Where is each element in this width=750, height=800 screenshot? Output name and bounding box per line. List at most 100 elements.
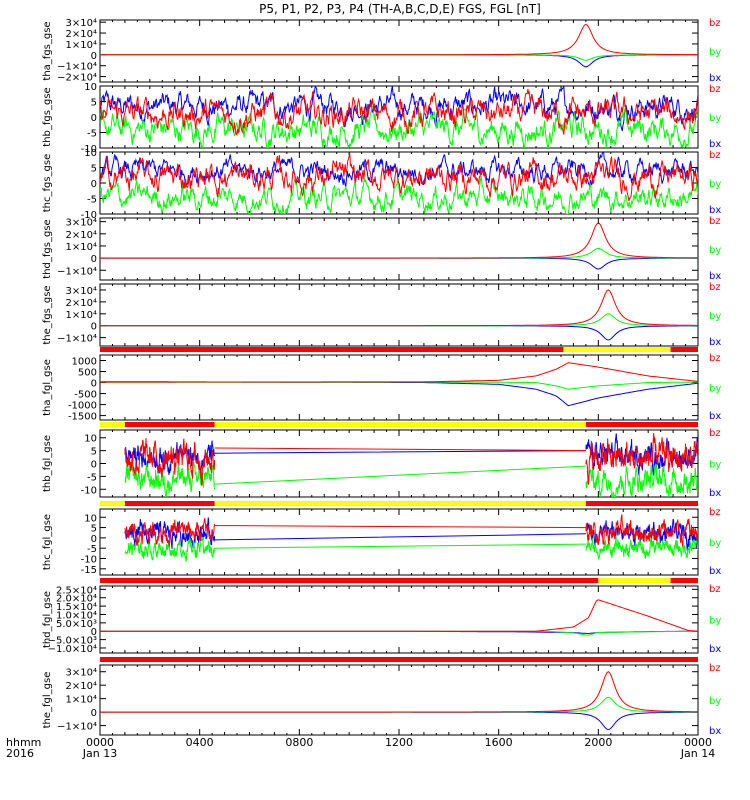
x-date-label: Jan 13 — [82, 747, 117, 760]
y-tick-label: 2×10⁴ — [66, 298, 97, 309]
series-by — [100, 696, 698, 713]
legend-bx: bx — [709, 271, 721, 282]
series-bz — [124, 514, 698, 547]
legend-bz: bz — [709, 353, 721, 364]
legend-bx: bx — [709, 488, 721, 499]
legend-by: by — [709, 311, 721, 322]
y-axis-label: tha_fgl_gse — [42, 359, 53, 416]
y-tick-label: 5 — [91, 447, 97, 458]
legend-bx: bx — [709, 411, 721, 422]
panel-frame — [99, 217, 699, 281]
time-format-label: hhmm — [6, 736, 41, 749]
y-tick-label: −2×10⁴ — [57, 73, 97, 84]
y-axis-label: the_fgs_gse — [42, 285, 53, 344]
panel-frame — [99, 354, 699, 421]
y-tick-label: 1000 — [72, 357, 97, 368]
y-tick-label: −5.0×10³ — [48, 636, 97, 647]
x-tick-label: 0000 — [86, 736, 114, 749]
series-by — [124, 534, 698, 562]
y-tick-label: 0 — [91, 322, 97, 333]
mode-bar-red — [100, 657, 698, 662]
legend-bx: bx — [709, 644, 721, 655]
legend-by: by — [709, 616, 721, 627]
mode-bar-red — [585, 422, 698, 427]
series-bz — [100, 671, 698, 713]
y-tick-label: -500 — [74, 390, 97, 401]
data-lines — [100, 152, 698, 214]
mode-bar-yellow — [214, 501, 586, 506]
data-lines — [100, 289, 698, 341]
y-tick-label: 10 — [84, 513, 97, 524]
year-label: 2016 — [6, 747, 34, 760]
y-tick-label: 1.5×10⁴ — [56, 602, 97, 613]
mode-bar-yellow — [563, 347, 671, 352]
y-tick-label: 5.0×10³ — [56, 619, 97, 630]
y-tick-label: 0 — [91, 534, 97, 545]
y-tick-label: 2×10⁴ — [66, 29, 97, 40]
legend-bz: bz — [709, 282, 721, 293]
mode-bar-red — [100, 347, 564, 352]
legend-by: by — [709, 384, 721, 395]
y-axis-label: tha_fgs_gse — [42, 21, 53, 80]
data-lines — [124, 433, 698, 497]
data-lines — [100, 23, 698, 68]
y-tick-label: −1×10⁴ — [57, 62, 97, 73]
panel-frame — [99, 585, 699, 654]
y-tick-label: 0 — [91, 179, 97, 190]
mode-bar-yellow — [214, 422, 586, 427]
legend-by: by — [709, 460, 721, 471]
x-tick-label: 0000 — [684, 736, 712, 749]
y-tick-label: 5 — [91, 98, 97, 109]
y-tick-label: -1000 — [68, 401, 97, 412]
y-tick-label: -10 — [81, 210, 97, 221]
y-axis-label: thc_fgs_gse — [42, 154, 53, 213]
x-tick-label: 0400 — [186, 736, 214, 749]
data-lines — [124, 514, 698, 562]
data-lines — [100, 671, 698, 731]
y-tick-label: 1×10⁴ — [66, 695, 97, 706]
legend-bz: bz — [709, 216, 721, 227]
mode-bar-yellow — [598, 578, 671, 583]
series-bz — [100, 599, 698, 632]
y-tick-label: 10 — [84, 434, 97, 445]
panel-thd_fgl_gse: 2.5×10⁴2.0×10⁴1.5×10⁴1.0×10⁴5.0×10³0−5.0… — [42, 578, 721, 655]
legend-bx: bx — [709, 337, 721, 348]
data-lines — [100, 362, 698, 407]
legend-by: by — [709, 47, 721, 58]
y-tick-label: 1.0×10⁴ — [56, 610, 97, 621]
y-tick-label: 1×10⁴ — [66, 40, 97, 51]
y-tick-label: 3×10⁴ — [66, 18, 97, 29]
series-bz — [124, 433, 698, 486]
legend-bz: bz — [709, 84, 721, 95]
y-tick-label: 3×10⁴ — [66, 668, 97, 679]
y-tick-label: -10 — [81, 144, 97, 155]
mode-bar-red — [124, 501, 215, 506]
data-lines — [100, 599, 698, 636]
y-axis-label: the_fgl_gse — [42, 672, 53, 729]
y-tick-label: 2×10⁴ — [66, 681, 97, 692]
series-bx — [100, 711, 698, 731]
panel-frame — [99, 283, 699, 347]
y-tick-label: -5 — [87, 195, 97, 206]
series-by — [100, 247, 698, 259]
legend-bz: bz — [709, 507, 721, 518]
series-by — [100, 175, 698, 214]
y-tick-label: −1×10⁴ — [57, 334, 97, 345]
legend-by: by — [709, 245, 721, 256]
legend-bx: bx — [709, 726, 721, 737]
series-bz — [100, 362, 698, 383]
panel-thb_fgl_gse: 10 5 0-5 -10 thb_fgl_gse bz by bx — [42, 422, 721, 499]
figure-title: P5, P1, P2, P3, P4 (TH-A,B,C,D,E) FGS, F… — [259, 2, 541, 16]
legend-bx: bx — [709, 205, 721, 216]
mode-bar-red — [100, 578, 599, 583]
mode-bar-red — [585, 501, 698, 506]
mode-bar-red — [124, 422, 215, 427]
y-tick-label: 1×10⁴ — [66, 310, 97, 321]
legend-bx: bx — [709, 73, 721, 84]
series-bz — [100, 23, 698, 56]
y-axis-label: thb_fgs_gse — [42, 87, 53, 146]
